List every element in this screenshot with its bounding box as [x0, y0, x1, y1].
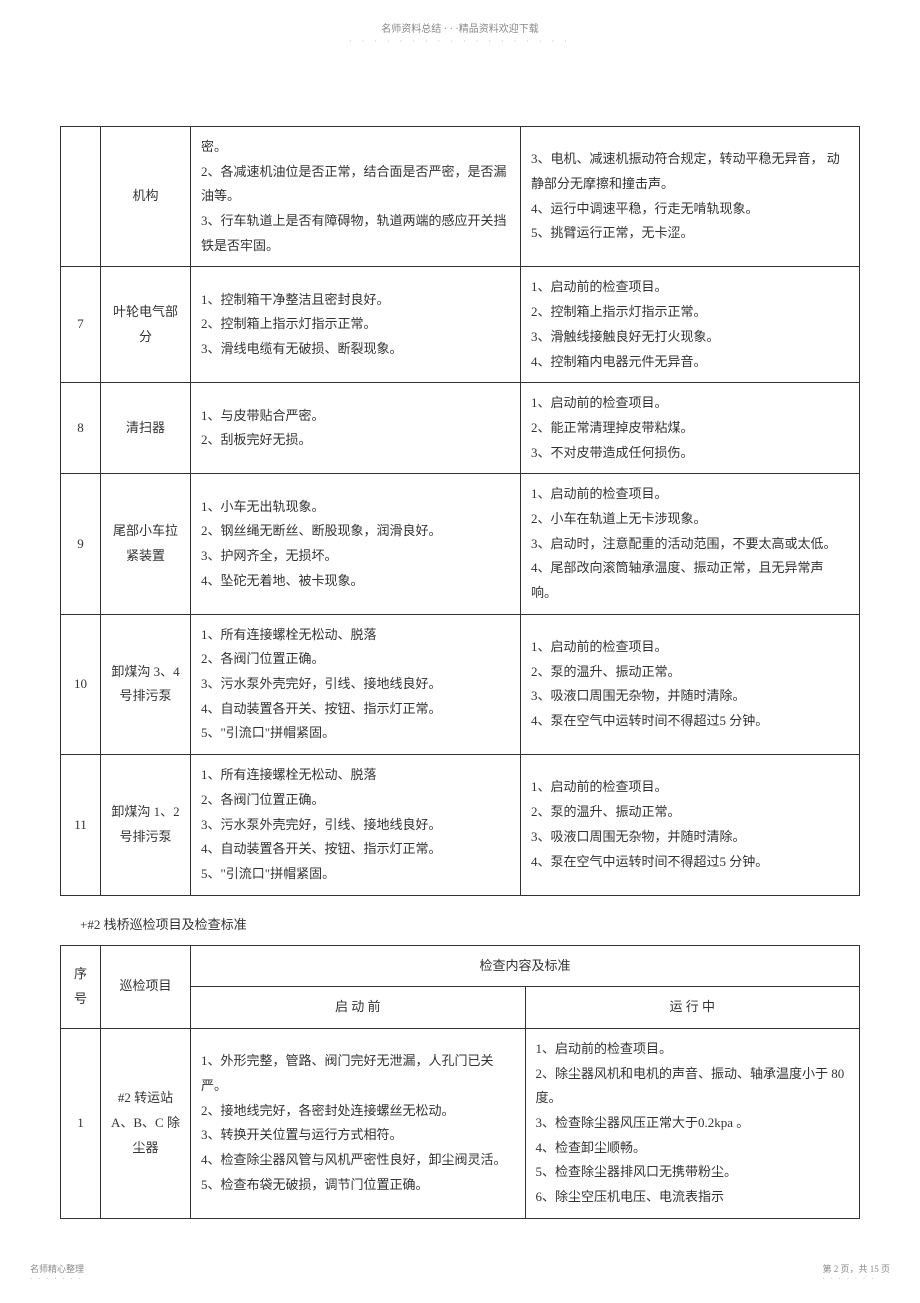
row-item: 尾部小车拉紧装置 [101, 474, 191, 614]
footer-left-text: 名师精心整理 [30, 1262, 84, 1275]
row-running: 3、电机、减速机振动符合规定，转动平稳无异音， 动静部分无摩擦和撞击声。4、运行… [521, 127, 860, 267]
row-before: 密。2、各减速机油位是否正常，结合面是否严密，是否漏油等。3、行车轨道上是否有障… [191, 127, 521, 267]
row-num: 8 [61, 383, 101, 474]
row-num: 10 [61, 614, 101, 754]
t2-header-running: 运 行 中 [525, 987, 860, 1029]
table-row: 11卸煤沟 1、2 号排污泵1、所有连接螺栓无松动、脱落2、各阀门位置正确。3、… [61, 755, 860, 895]
table-row: 10卸煤沟 3、4 号排污泵1、所有连接螺栓无松动、脱落2、各阀门位置正确。3、… [61, 614, 860, 754]
footer-left: 名师精心整理 · · · · · · · [30, 1262, 84, 1283]
row-num [61, 127, 101, 267]
row-item: 卸煤沟 1、2 号排污泵 [101, 755, 191, 895]
row-item: #2 转运站A、B、C 除尘器 [101, 1028, 191, 1218]
table-row: 9尾部小车拉紧装置1、小车无出轨现象。2、钢丝绳无断丝、断股现象，润滑良好。3、… [61, 474, 860, 614]
footer-left-dots: · · · · · · · [30, 1275, 84, 1283]
t2-header-before: 启 动 前 [191, 987, 526, 1029]
section-title: +#2 栈桥巡检项目及检查标准 [80, 914, 860, 933]
row-before: 1、所有连接螺栓无松动、脱落2、各阀门位置正确。3、污水泵外壳完好，引线、接地线… [191, 614, 521, 754]
inspection-table-2: 序号 巡检项目 检查内容及标准 启 动 前 运 行 中 1#2 转运站A、B、C… [60, 945, 860, 1219]
row-before: 1、所有连接螺栓无松动、脱落2、各阀门位置正确。3、污水泵外壳完好，引线、接地线… [191, 755, 521, 895]
row-item: 机构 [101, 127, 191, 267]
table-row: 1#2 转运站A、B、C 除尘器1、外形完整，管路、阀门完好无泄漏，人孔门已关严… [61, 1028, 860, 1218]
table-row: 机构密。2、各减速机油位是否正常，结合面是否严密，是否漏油等。3、行车轨道上是否… [61, 127, 860, 267]
row-num: 7 [61, 267, 101, 383]
footer-right-text: 第 2 页，共 15 页 [822, 1262, 890, 1275]
row-before: 1、与皮带贴合严密。2、刮板完好无损。 [191, 383, 521, 474]
page-header-text: 名师资料总结 · · ·精品资料欢迎下载 [60, 20, 860, 35]
footer-right: 第 2 页，共 15 页 · · · · · · · [822, 1262, 890, 1283]
row-num: 1 [61, 1028, 101, 1218]
inspection-table-1: 机构密。2、各减速机油位是否正常，结合面是否严密，是否漏油等。3、行车轨道上是否… [60, 126, 860, 896]
row-running: 1、启动前的检查项目。2、控制箱上指示灯指示正常。3、滑触线接触良好无打火现象。… [521, 267, 860, 383]
page-header-dots: · · · · · · · · · · · · · · · · · · [60, 37, 860, 46]
row-item: 卸煤沟 3、4 号排污泵 [101, 614, 191, 754]
row-before: 1、小车无出轨现象。2、钢丝绳无断丝、断股现象，润滑良好。3、护网齐全，无损坏。… [191, 474, 521, 614]
row-running: 1、启动前的检查项目。2、能正常清理掉皮带粘煤。3、不对皮带造成任何损伤。 [521, 383, 860, 474]
t2-header-item: 巡检项目 [101, 945, 191, 1028]
row-num: 9 [61, 474, 101, 614]
row-running: 1、启动前的检查项目。2、除尘器风机和电机的声音、振动、轴承温度小于 80 度。… [525, 1028, 860, 1218]
t2-header-num: 序号 [61, 945, 101, 1028]
t2-header-content: 检查内容及标准 [191, 945, 860, 987]
row-item: 叶轮电气部分 [101, 267, 191, 383]
row-num: 11 [61, 755, 101, 895]
table-row: 8清扫器1、与皮带贴合严密。2、刮板完好无损。1、启动前的检查项目。2、能正常清… [61, 383, 860, 474]
row-before: 1、外形完整，管路、阀门完好无泄漏，人孔门已关严。2、接地线完好，各密封处连接螺… [191, 1028, 526, 1218]
row-running: 1、启动前的检查项目。2、小车在轨道上无卡涉现象。3、启动时，注意配重的活动范围… [521, 474, 860, 614]
row-item: 清扫器 [101, 383, 191, 474]
row-running: 1、启动前的检查项目。2、泵的温升、振动正常。3、吸液口周围无杂物，并随时清除。… [521, 614, 860, 754]
footer-right-dots: · · · · · · · [822, 1275, 890, 1283]
table-row: 7叶轮电气部分1、控制箱干净整洁且密封良好。2、控制箱上指示灯指示正常。3、滑线… [61, 267, 860, 383]
row-running: 1、启动前的检查项目。2、泵的温升、振动正常。3、吸液口周围无杂物，并随时清除。… [521, 755, 860, 895]
row-before: 1、控制箱干净整洁且密封良好。2、控制箱上指示灯指示正常。3、滑线电缆有无破损、… [191, 267, 521, 383]
